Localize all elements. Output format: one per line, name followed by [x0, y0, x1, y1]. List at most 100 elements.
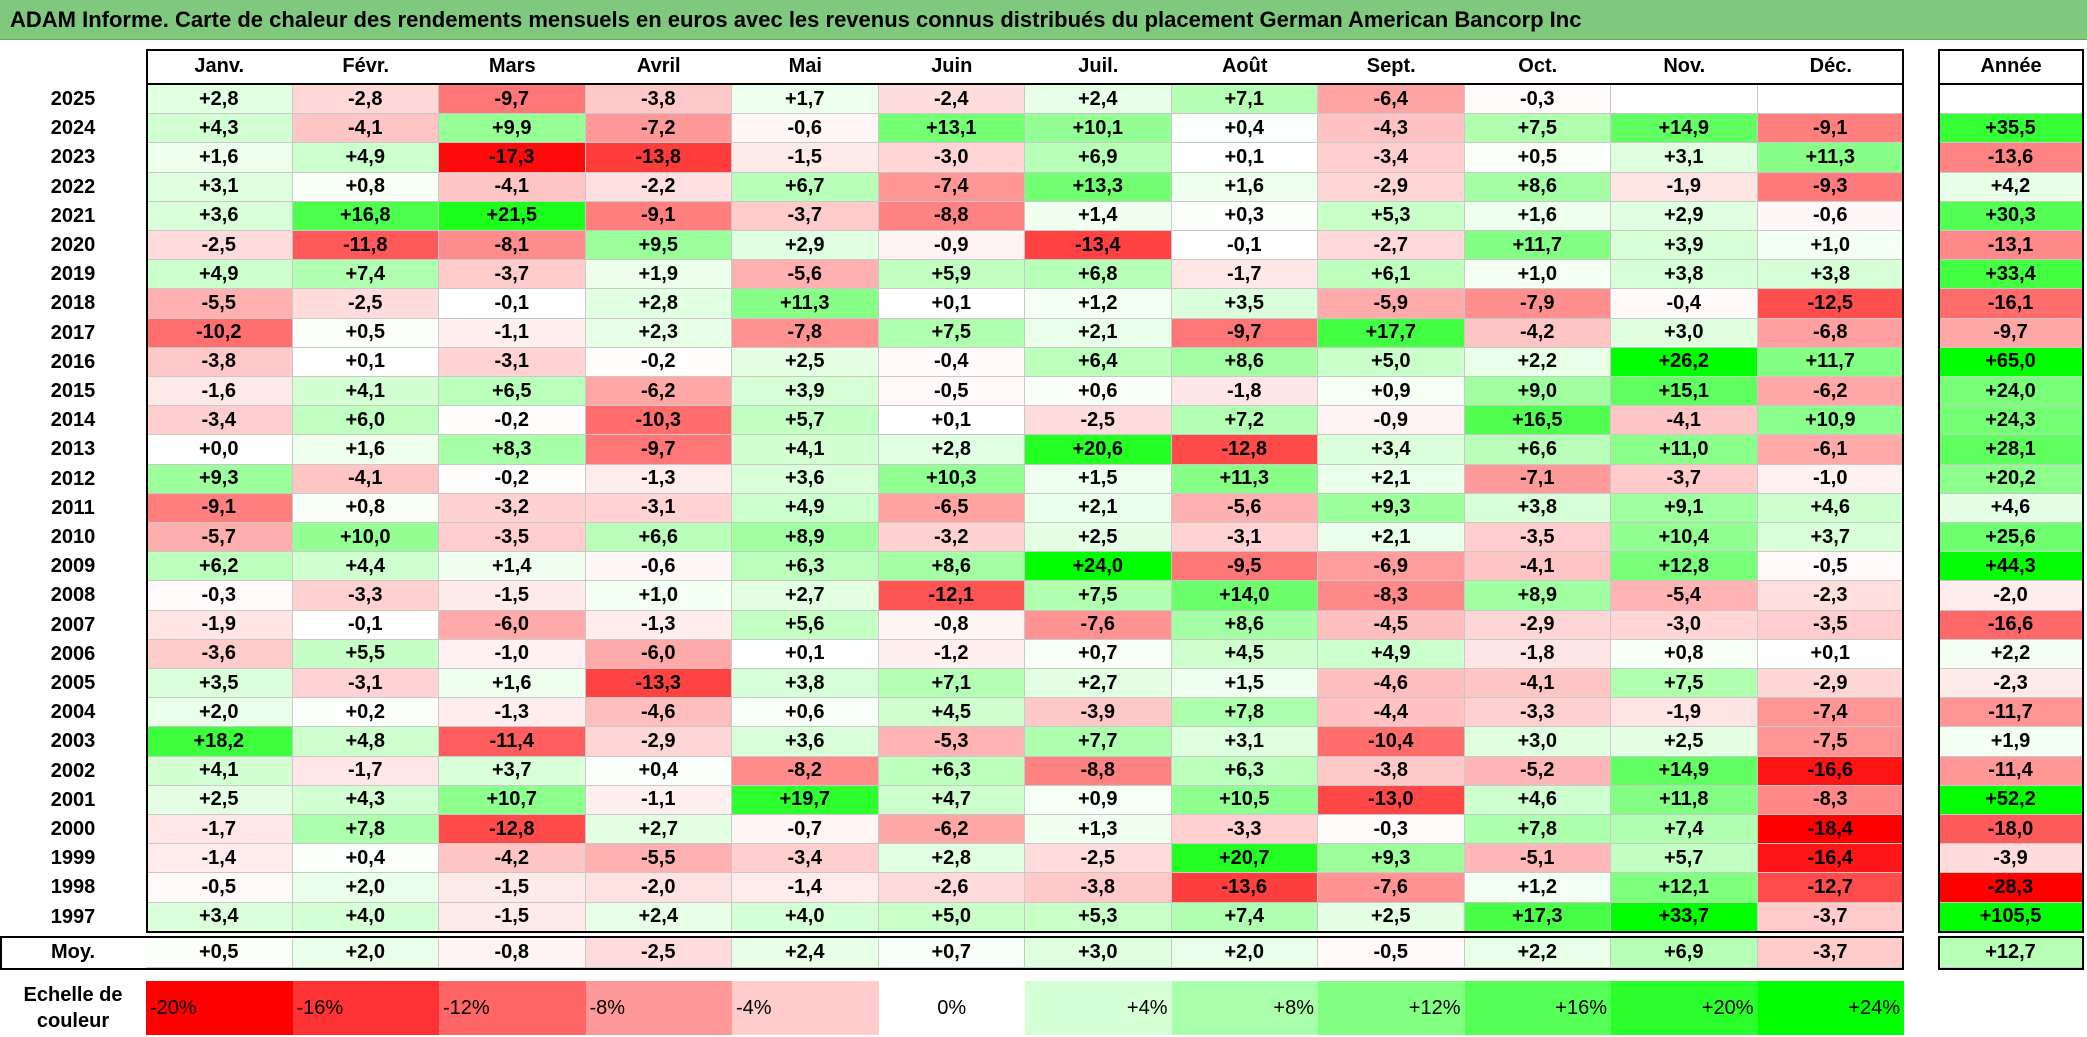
- heatmap-cell: -8,3: [1318, 581, 1465, 611]
- heatmap-cell: [1611, 85, 1758, 115]
- heatmap-cell: +6,8: [1025, 260, 1172, 290]
- heatmap-cell: +7,4: [292, 260, 439, 290]
- heatmap-cell: +0,5: [292, 318, 439, 348]
- chart-title: ADAM Informe. Carte de chaleur des rende…: [10, 7, 1582, 32]
- heatmap-cell: -1,5: [439, 902, 586, 932]
- heatmap-cell: -8,3: [1757, 785, 1904, 815]
- heatmap-cell: +11,3: [1757, 143, 1904, 173]
- heatmap-cell: +6,3: [878, 756, 1025, 786]
- row-year-label: 2008: [50, 584, 96, 607]
- heatmap-cell: +4,9: [1318, 639, 1465, 669]
- heatmap-cell: -0,1: [439, 289, 586, 319]
- heatmap-cell: +5,6: [732, 610, 879, 640]
- heatmap-cell: -11,8: [292, 231, 439, 261]
- annual-cell: +4,2: [1938, 172, 2084, 202]
- heatmap-cell: +3,7: [439, 756, 586, 786]
- heatmap-cell: +8,9: [1464, 581, 1611, 611]
- heatmap-cell: -3,0: [878, 143, 1025, 173]
- color-scale-swatch: +4%: [1025, 981, 1172, 1035]
- heatmap-cell: +2,9: [732, 231, 879, 261]
- heatmap-cell: -0,6: [585, 552, 732, 582]
- heatmap-cell: -1,4: [146, 844, 293, 874]
- heatmap-cell: -2,0: [585, 873, 732, 903]
- heatmap-cell: -9,7: [1171, 318, 1318, 348]
- heatmap-cell: -3,7: [1611, 464, 1758, 494]
- heatmap-cell: +0,1: [1171, 143, 1318, 173]
- heatmap-cell: +12,1: [1611, 873, 1758, 903]
- heatmap-cell: +4,3: [292, 785, 439, 815]
- heatmap-cell: -1,5: [439, 873, 586, 903]
- heatmap-cell: +0,7: [1025, 639, 1172, 669]
- heatmap-cell: +0,4: [1171, 114, 1318, 144]
- heatmap-cell: +7,7: [1025, 727, 1172, 757]
- heatmap-cell: +0,1: [292, 347, 439, 377]
- heatmap-cell: -0,3: [1318, 815, 1465, 845]
- heatmap-cell: +6,3: [732, 552, 879, 582]
- heatmap-cell: -13,4: [1025, 231, 1172, 261]
- heatmap-cell: -3,0: [1611, 610, 1758, 640]
- heatmap-cell: +16,8: [292, 201, 439, 231]
- heatmap-cell: -1,7: [146, 815, 293, 845]
- heatmap-cell: +4,8: [292, 727, 439, 757]
- heatmap-cell: -11,4: [439, 727, 586, 757]
- heatmap-cell: +4,3: [146, 114, 293, 144]
- row-year-label: 2021: [50, 204, 96, 227]
- row-year-label: 1998: [50, 876, 96, 899]
- heatmap-cell: +5,0: [878, 902, 1025, 932]
- heatmap-cell: -1,6: [146, 377, 293, 407]
- annual-cell: -16,6: [1938, 610, 2084, 640]
- row-year-label: 2019: [50, 263, 96, 286]
- heatmap-cell: +7,5: [1611, 669, 1758, 699]
- heatmap-cell: -8,8: [878, 201, 1025, 231]
- annual-cell: +44,3: [1938, 552, 2084, 582]
- heatmap-cell: -2,5: [292, 289, 439, 319]
- heatmap-cell: +2,7: [1025, 669, 1172, 699]
- heatmap-cell: -4,2: [1464, 318, 1611, 348]
- heatmap-cell: -3,3: [1464, 698, 1611, 728]
- heatmap-cell: +21,5: [439, 201, 586, 231]
- heatmap-cell: +2,8: [585, 289, 732, 319]
- heatmap-cell: -7,1: [1464, 464, 1611, 494]
- heatmap-cell: +4,1: [732, 435, 879, 465]
- average-cell: -0,5: [1318, 937, 1465, 968]
- heatmap-cell: +8,6: [1171, 347, 1318, 377]
- average-cell: +2,4: [732, 937, 879, 968]
- heatmap-cell: -7,6: [1318, 873, 1465, 903]
- heatmap-cell: +5,5: [292, 639, 439, 669]
- heatmap-cell: +15,1: [1611, 377, 1758, 407]
- heatmap-cell: -6,5: [878, 493, 1025, 523]
- heatmap-cell: +10,1: [1025, 114, 1172, 144]
- heatmap-cell: +2,7: [585, 815, 732, 845]
- row-year-label: 2002: [50, 759, 96, 782]
- row-year-label: 2024: [50, 117, 96, 140]
- heatmap-cell: -2,7: [1318, 231, 1465, 261]
- average-cell: +3,0: [1025, 937, 1172, 968]
- annual-cell: +28,1: [1938, 435, 2084, 465]
- color-scale-swatch: -4%: [732, 981, 879, 1035]
- heatmap-cell: +8,6: [878, 552, 1025, 582]
- heatmap-cell: -5,9: [1318, 289, 1465, 319]
- heatmap-cell: +26,2: [1611, 347, 1758, 377]
- heatmap-cell: -3,2: [878, 523, 1025, 553]
- heatmap-cell: -1,7: [1171, 260, 1318, 290]
- heatmap-cell: -16,4: [1757, 844, 1904, 874]
- row-year-label: 1997: [50, 905, 96, 928]
- heatmap-cell: +10,3: [878, 464, 1025, 494]
- row-year-label: 2005: [50, 672, 96, 695]
- heatmap-cell: -6,2: [1757, 377, 1904, 407]
- heatmap-cell: +20,7: [1171, 844, 1318, 874]
- heatmap-cell: +4,0: [732, 902, 879, 932]
- heatmap-cell: -5,6: [732, 260, 879, 290]
- heatmap-cell: -0,8: [878, 610, 1025, 640]
- annual-cell: -3,9: [1938, 844, 2084, 874]
- heatmap-cell: +11,3: [1171, 464, 1318, 494]
- heatmap-cell: -0,9: [878, 231, 1025, 261]
- annual-cell: [1938, 85, 2084, 115]
- annual-cell: -11,7: [1938, 698, 2084, 728]
- heatmap-cell: +4,6: [1464, 785, 1611, 815]
- heatmap-cell: +4,4: [292, 552, 439, 582]
- heatmap-cell: +7,4: [1171, 902, 1318, 932]
- heatmap-cell: +0,9: [1318, 377, 1465, 407]
- heatmap-cell: -1,5: [439, 581, 586, 611]
